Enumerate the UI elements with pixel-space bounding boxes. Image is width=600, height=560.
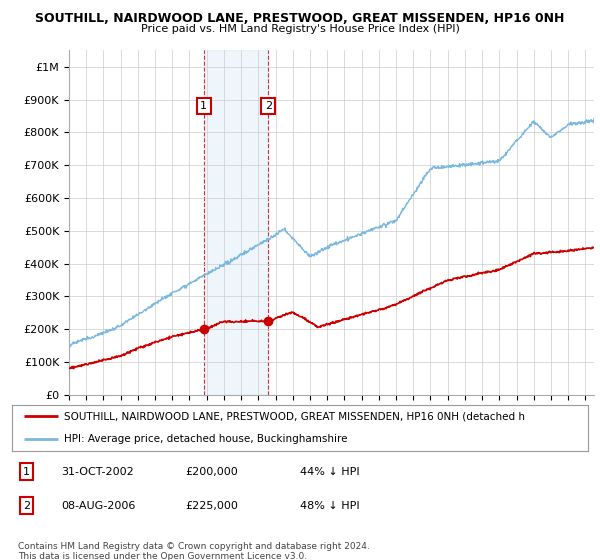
Text: 2: 2 (23, 501, 30, 511)
Text: 1: 1 (200, 101, 207, 111)
Text: 48% ↓ HPI: 48% ↓ HPI (300, 501, 359, 511)
Text: 1: 1 (23, 466, 30, 477)
Text: 08-AUG-2006: 08-AUG-2006 (61, 501, 136, 511)
Bar (204, 50, 268, 395)
Text: £225,000: £225,000 (185, 501, 238, 511)
Text: £200,000: £200,000 (185, 466, 238, 477)
Text: Contains HM Land Registry data © Crown copyright and database right 2024.
This d: Contains HM Land Registry data © Crown c… (18, 542, 370, 560)
Text: HPI: Average price, detached house, Buckinghamshire: HPI: Average price, detached house, Buck… (64, 435, 347, 444)
Text: SOUTHILL, NAIRDWOOD LANE, PRESTWOOD, GREAT MISSENDEN, HP16 0NH (detached h: SOUTHILL, NAIRDWOOD LANE, PRESTWOOD, GRE… (64, 412, 525, 421)
Text: Price paid vs. HM Land Registry's House Price Index (HPI): Price paid vs. HM Land Registry's House … (140, 24, 460, 34)
Text: 2: 2 (265, 101, 272, 111)
Text: 31-OCT-2002: 31-OCT-2002 (61, 466, 134, 477)
Text: 44% ↓ HPI: 44% ↓ HPI (300, 466, 359, 477)
Text: SOUTHILL, NAIRDWOOD LANE, PRESTWOOD, GREAT MISSENDEN, HP16 0NH: SOUTHILL, NAIRDWOOD LANE, PRESTWOOD, GRE… (35, 12, 565, 25)
